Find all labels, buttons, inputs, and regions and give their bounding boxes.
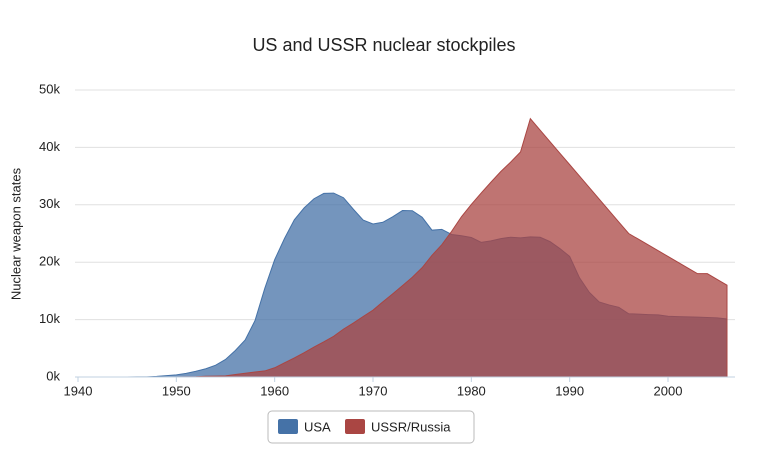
y-tick-label: 40k <box>39 139 60 154</box>
y-axis-title: Nuclear weapon states <box>8 167 23 300</box>
y-tick-label: 0k <box>46 368 60 383</box>
y-tick-label: 30k <box>39 196 60 211</box>
x-tick-label: 1990 <box>555 383 584 398</box>
legend-swatch[interactable] <box>345 419 365 434</box>
legend-swatch[interactable] <box>278 419 298 434</box>
legend-box <box>267 410 475 444</box>
y-tick-label: 10k <box>39 311 60 326</box>
chart-title: US and USSR nuclear stockpiles <box>252 35 515 55</box>
x-tick-label: 1980 <box>457 383 486 398</box>
x-tick-label: 1960 <box>260 383 289 398</box>
area <box>175 117 728 378</box>
y-tick-label: 50k <box>39 81 60 96</box>
x-tick-label: 1950 <box>162 383 191 398</box>
legend-label[interactable]: USSR/Russia <box>371 419 451 434</box>
x-tick-label: 1970 <box>359 383 388 398</box>
legend-label[interactable]: USA <box>304 419 331 434</box>
x-tick-label: 2000 <box>654 383 683 398</box>
y-tick-label: 20k <box>39 254 60 269</box>
x-tick-label: 1940 <box>64 383 93 398</box>
